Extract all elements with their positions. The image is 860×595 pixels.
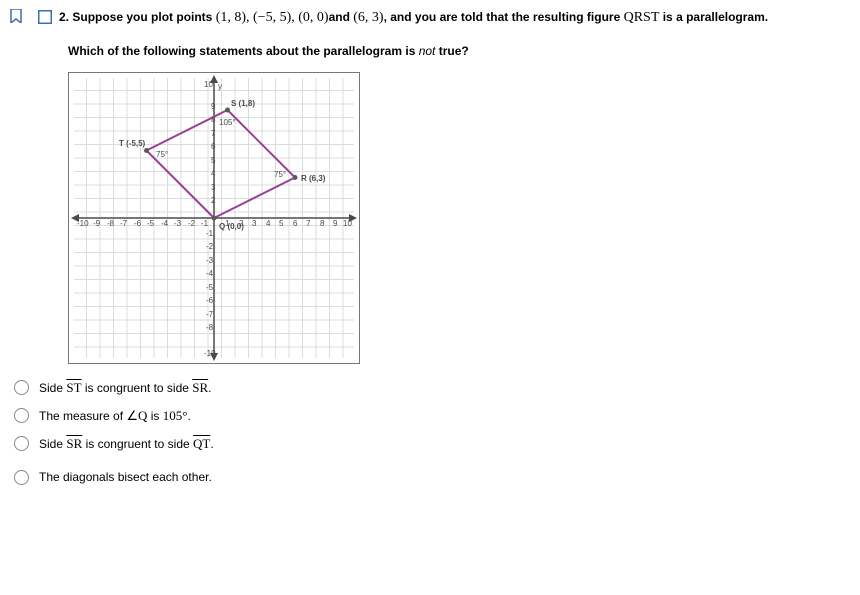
svg-text:7: 7 — [306, 219, 311, 228]
svg-text:-1: -1 — [206, 229, 214, 238]
svg-text:-10: -10 — [204, 349, 216, 358]
answer-options: Side ST is congruent to side SR. The mea… — [14, 380, 860, 485]
svg-text:6: 6 — [293, 219, 298, 228]
svg-text:S (1,8): S (1,8) — [231, 99, 255, 108]
sub-prompt: Which of the following statements about … — [68, 44, 860, 58]
svg-text:-5: -5 — [147, 219, 155, 228]
svg-text:-5: -5 — [206, 283, 214, 292]
svg-text:-6: -6 — [206, 296, 214, 305]
svg-text:-4: -4 — [161, 219, 169, 228]
svg-text:-8: -8 — [107, 219, 115, 228]
svg-text:10: 10 — [204, 80, 213, 89]
option-d[interactable]: The diagonals bisect each other. — [14, 470, 860, 485]
radio-icon[interactable] — [14, 380, 29, 395]
svg-text:-2: -2 — [206, 242, 214, 251]
svg-text:6: 6 — [211, 142, 216, 151]
svg-text:T (-5,5): T (-5,5) — [119, 139, 146, 148]
svg-text:4: 4 — [266, 219, 271, 228]
svg-text:4: 4 — [211, 169, 216, 178]
question-prompt: 2. Suppose you plot points (1, 8), (−5, … — [59, 8, 768, 28]
svg-text:-3: -3 — [206, 256, 214, 265]
svg-text:-3: -3 — [174, 219, 182, 228]
svg-text:8: 8 — [320, 219, 325, 228]
svg-text:-4: -4 — [206, 269, 214, 278]
svg-text:-8: -8 — [206, 323, 214, 332]
svg-text:3: 3 — [252, 219, 257, 228]
svg-text:9: 9 — [333, 219, 338, 228]
bookmark-icon[interactable] — [10, 9, 22, 23]
option-d-label: The diagonals bisect each other. — [39, 470, 212, 484]
option-a-label: Side ST is congruent to side SR. — [39, 380, 212, 396]
svg-text:-9: -9 — [93, 219, 101, 228]
svg-text:75°: 75° — [274, 170, 286, 179]
svg-text:-10: -10 — [77, 219, 89, 228]
option-c-label: Side SR is congruent to side QT. — [39, 436, 214, 452]
option-c[interactable]: Side SR is congruent to side QT. — [14, 436, 860, 452]
radio-icon[interactable] — [14, 470, 29, 485]
svg-text:7: 7 — [211, 129, 216, 138]
svg-text:75°: 75° — [156, 150, 168, 159]
svg-text:y: y — [218, 82, 222, 91]
svg-text:9: 9 — [211, 102, 216, 111]
svg-text:-7: -7 — [120, 219, 128, 228]
option-b-label: The measure of ∠Q is 105°. — [39, 408, 191, 424]
option-b[interactable]: The measure of ∠Q is 105°. — [14, 408, 860, 424]
flag-checkbox-icon[interactable] — [38, 10, 52, 24]
radio-icon[interactable] — [14, 408, 29, 423]
svg-text:Q (0,0): Q (0,0) — [219, 222, 244, 231]
svg-text:10: 10 — [343, 219, 352, 228]
radio-icon[interactable] — [14, 436, 29, 451]
svg-text:5: 5 — [211, 156, 216, 165]
svg-text:-7: -7 — [206, 310, 214, 319]
svg-text:-2: -2 — [188, 219, 196, 228]
svg-text:R (6,3): R (6,3) — [301, 174, 326, 183]
svg-text:-6: -6 — [134, 219, 142, 228]
svg-text:3: 3 — [211, 183, 216, 192]
svg-text:105°: 105° — [219, 118, 236, 127]
question-number: 2. — [59, 10, 69, 24]
svg-text:5: 5 — [279, 219, 284, 228]
svg-text:2: 2 — [211, 196, 216, 205]
coordinate-graph: 10 y 98765432 -1-2-3-4-5-6-7-8 -10 -10-9… — [68, 72, 360, 364]
svg-text:-1: -1 — [201, 219, 209, 228]
option-a[interactable]: Side ST is congruent to side SR. — [14, 380, 860, 396]
